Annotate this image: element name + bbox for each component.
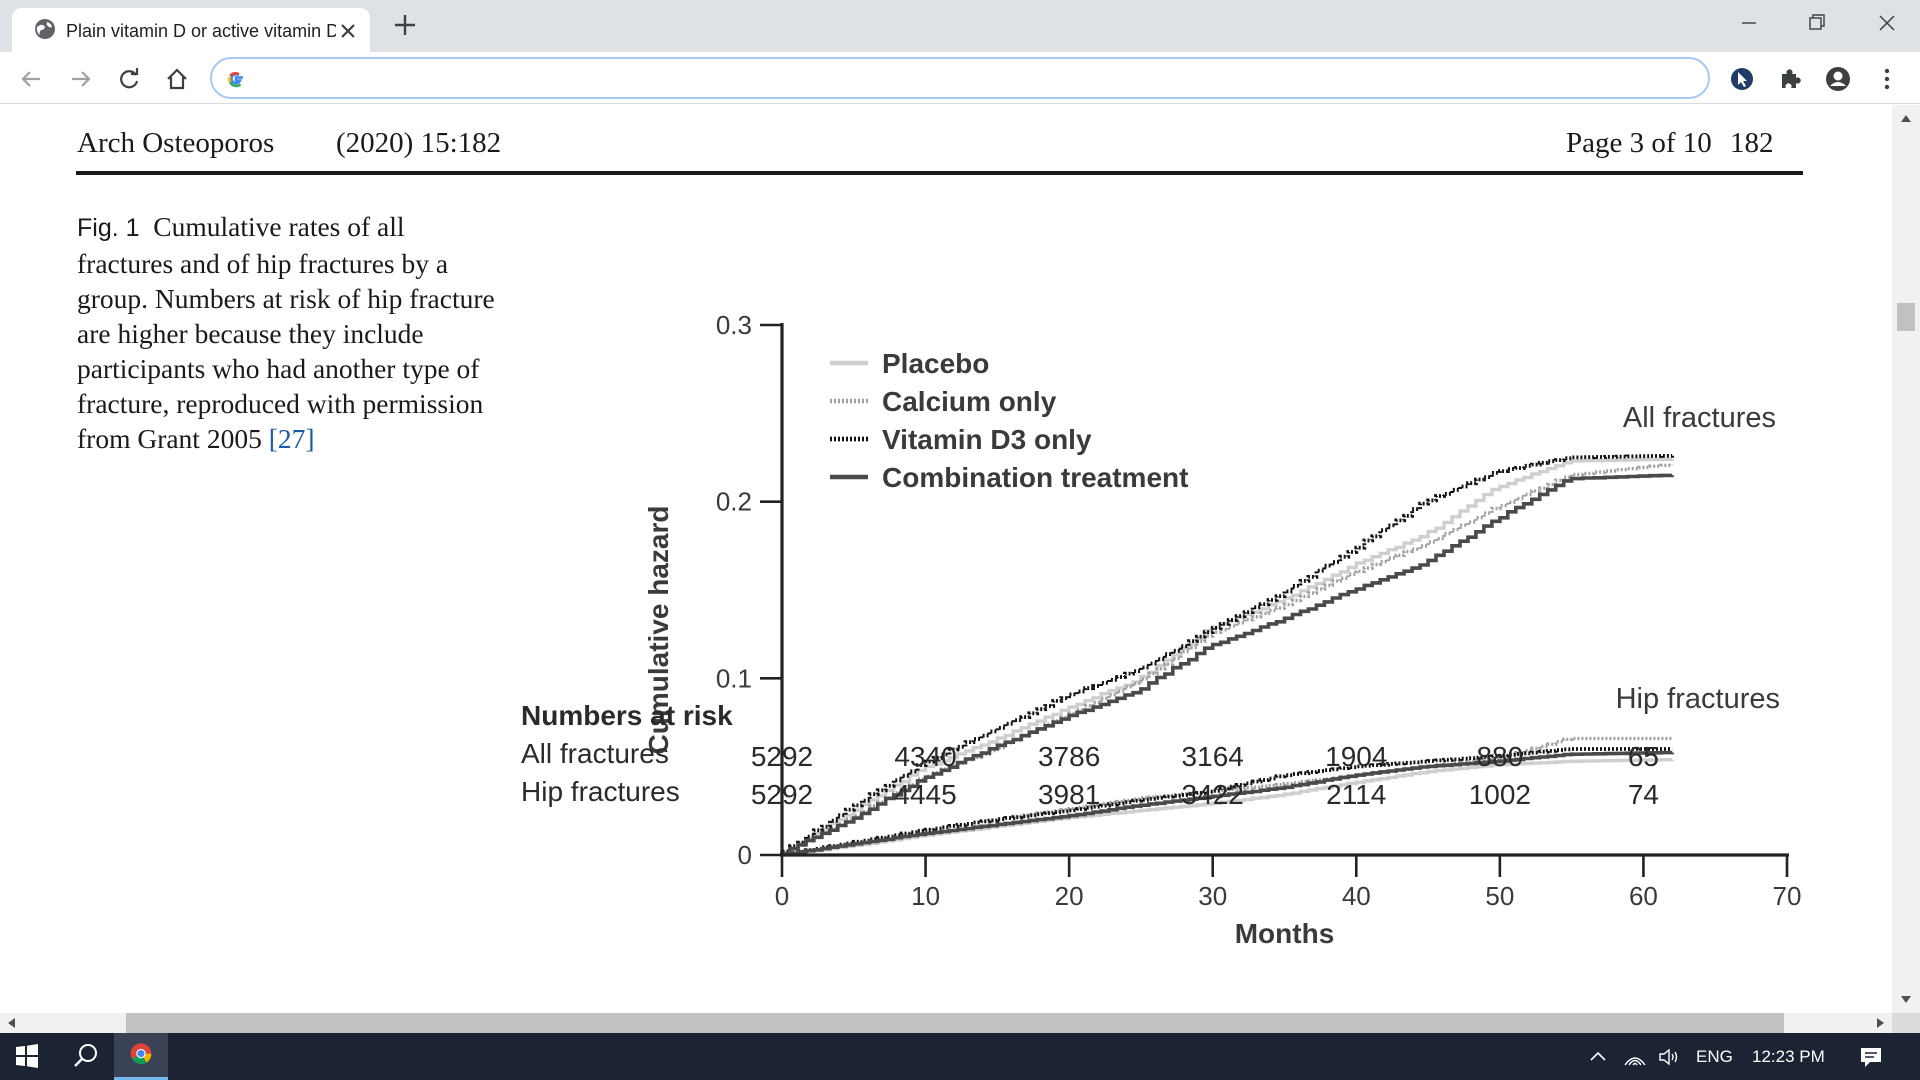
window-close-icon[interactable]	[1856, 6, 1916, 40]
risk-row-label: Hip fractures	[521, 776, 680, 807]
risk-value: 65	[1627, 741, 1659, 772]
annotation-all-fractures: All fractures	[1623, 402, 1776, 434]
series-line-all-fractures-vitamin-d3-only	[780, 454, 1674, 855]
numbers-at-risk-title: Numbers at risk	[521, 700, 733, 731]
more-menu-icon[interactable]	[1872, 64, 1902, 94]
x-axis-title: Months	[1235, 918, 1335, 949]
risk-value: 880	[1476, 741, 1524, 772]
globe-icon	[35, 19, 55, 39]
risk-value: 4445	[894, 779, 957, 810]
y-tick-label: 0.2	[716, 487, 752, 517]
x-tick-label: 10	[911, 881, 940, 911]
scroll-down-arrow-icon[interactable]	[1900, 995, 1912, 1005]
back-arrow-icon[interactable]	[16, 64, 46, 94]
risk-value: 2114	[1326, 779, 1387, 810]
volume-icon[interactable]	[1656, 1045, 1682, 1069]
address-bar[interactable]	[210, 57, 1710, 99]
vertical-scrollbar[interactable]	[1892, 105, 1920, 1013]
figure-label: Fig. 1	[77, 214, 140, 242]
horizontal-scroll-thumb[interactable]	[126, 1013, 1784, 1033]
risk-value: 3422	[1181, 779, 1244, 810]
chrome-icon	[130, 1043, 152, 1065]
x-tick-label: 50	[1485, 881, 1514, 911]
legend-label-calcium-only: Calcium only	[882, 386, 1057, 417]
network-icon[interactable]	[1622, 1045, 1648, 1069]
risk-value: 1002	[1468, 779, 1531, 810]
language-indicator[interactable]: ENG	[1696, 1047, 1733, 1066]
figure-caption: Fig. 1 Cumulative rates of all fractures…	[77, 209, 497, 456]
annotation-hip-fractures: Hip fractures	[1616, 683, 1780, 715]
citation-link[interactable]: [27]	[268, 423, 315, 454]
x-tick-label: 0	[775, 881, 789, 911]
cursor-extension-icon[interactable]	[1727, 64, 1757, 94]
y-tick-label: 0.3	[716, 310, 752, 340]
notification-icon[interactable]	[1858, 1044, 1884, 1070]
home-icon[interactable]	[162, 64, 192, 94]
close-icon[interactable]	[338, 21, 358, 41]
header-divider	[76, 171, 1803, 175]
y-axis-title: Cumulative hazard	[643, 506, 674, 755]
y-tick-label: 0	[738, 840, 752, 870]
scroll-left-arrow-icon[interactable]	[6, 1017, 16, 1029]
minimize-icon[interactable]	[1718, 6, 1778, 40]
risk-value: 5292	[750, 741, 814, 772]
legend-label-placebo: Placebo	[882, 348, 989, 379]
legend-label-combination-treatment: Combination treatment	[882, 462, 1188, 493]
risk-value: 74	[1627, 779, 1659, 810]
cumulative-hazard-chart: 0 0.1 0.2 0.3 0 10 20 30 40 50 60 70 Months Cumulativ…	[643, 310, 1802, 949]
reload-icon[interactable]	[114, 64, 144, 94]
legend-label-vitamin-d3-only: Vitamin D3 only	[882, 424, 1092, 455]
risk-value: 3164	[1181, 741, 1244, 772]
risk-value: 3786	[1037, 741, 1101, 772]
risk-value: 1904	[1325, 741, 1388, 772]
chevron-up-icon[interactable]	[1586, 1045, 1610, 1069]
browser-toolbar	[0, 52, 1920, 104]
journal-name: Arch Osteoporos	[77, 127, 275, 159]
tab-title: Plain vitamin D or active vitamin D in t…	[66, 21, 336, 41]
tab-strip: Plain vitamin D or active vitamin D in t…	[0, 0, 1920, 52]
pdf-viewer: Arch Osteoporos (2020) 15:182 Page 3 of …	[0, 105, 1892, 1013]
horizontal-scrollbar[interactable]	[0, 1013, 1892, 1033]
x-tick-label: 40	[1342, 881, 1371, 911]
caption-text: Cumulative rates of all fractures and of…	[77, 211, 495, 454]
risk-value: 5292	[750, 779, 814, 810]
chrome-taskbar-button[interactable]	[114, 1033, 168, 1080]
google-icon	[228, 72, 243, 88]
browser-tab[interactable]: Plain vitamin D or active vitamin D in t…	[12, 8, 370, 52]
extensions-puzzle-icon[interactable]	[1775, 64, 1805, 94]
url-input[interactable]	[258, 65, 1678, 91]
scrollbar-corner	[1892, 1013, 1920, 1033]
risk-row-label: All fractures	[521, 738, 669, 769]
series-line-all-fractures-combination-treatment	[780, 473, 1674, 856]
x-tick-label: 70	[1773, 881, 1802, 911]
risk-value: 4340	[894, 741, 957, 772]
risk-value: 3981	[1037, 779, 1101, 810]
restore-icon[interactable]	[1786, 6, 1846, 40]
search-icon[interactable]	[58, 1033, 112, 1080]
x-tick-label: 60	[1629, 881, 1658, 911]
series-line-hip-fractures-combination-treatment	[780, 750, 1674, 857]
forward-arrow-icon[interactable]	[66, 64, 96, 94]
x-tick-label: 20	[1055, 881, 1084, 911]
system-clock[interactable]: 12:23 PM	[1752, 1047, 1825, 1066]
vertical-scroll-thumb[interactable]	[1897, 303, 1915, 331]
profile-avatar-icon[interactable]	[1823, 64, 1853, 94]
volume-info: (2020) 15:182	[336, 127, 502, 159]
new-tab-icon[interactable]	[392, 12, 418, 38]
windows-start-icon[interactable]	[0, 1033, 54, 1080]
scroll-up-arrow-icon[interactable]	[1900, 113, 1912, 123]
page-number: 182	[1730, 127, 1774, 159]
x-tick-label: 30	[1198, 881, 1227, 911]
scroll-right-arrow-icon[interactable]	[1876, 1017, 1886, 1029]
windows-taskbar: ENG 12:23 PM	[0, 1033, 1920, 1080]
y-tick-label: 0.1	[716, 663, 752, 693]
page-info: Page 3 of 10	[1566, 127, 1712, 159]
series-line-hip-fractures-vitamin-d3-only	[780, 747, 1673, 857]
